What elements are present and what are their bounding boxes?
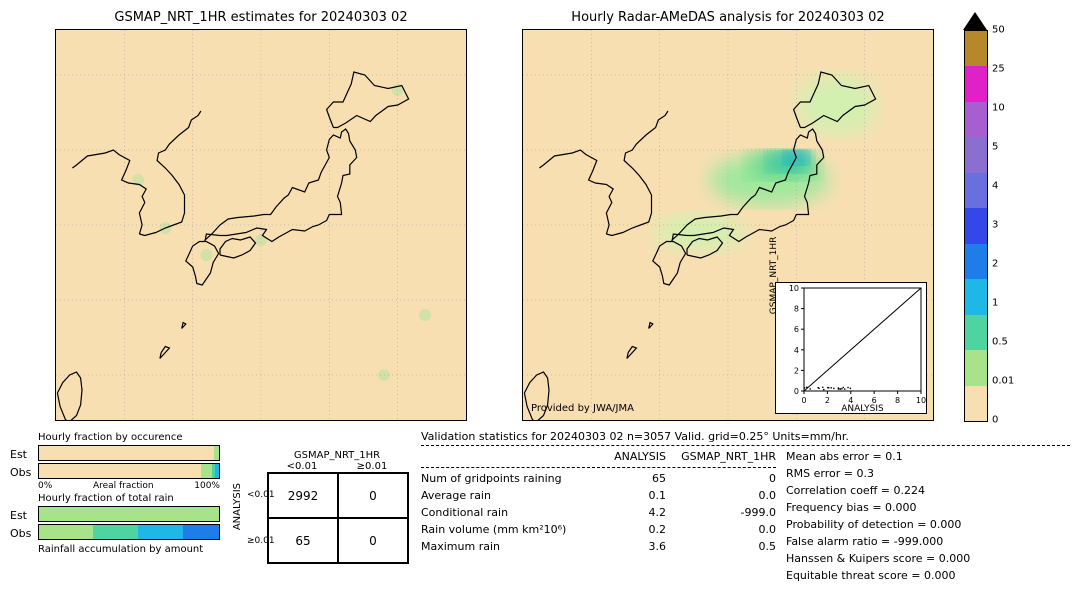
xtick: 130°E <box>177 420 207 421</box>
accum-title: Rainfall accumulation by amount <box>38 544 220 555</box>
metric-row: Frequency bias = 0.000 <box>786 499 970 516</box>
frac-xmin: 0% <box>38 481 52 491</box>
metric-row: Correlation coeff = 0.224 <box>786 482 970 499</box>
ytick: 40°N <box>55 145 56 156</box>
svg-text:10: 10 <box>916 396 926 405</box>
stats-row: Num of gridpoints raining650 <box>421 470 776 487</box>
colorbar-tick: 5 <box>992 142 998 153</box>
svg-text:0: 0 <box>801 396 806 405</box>
occurrence-title: Hourly fraction by occurence <box>38 432 220 443</box>
ct-cell-10: 65 <box>268 518 338 563</box>
ct-col-0: <0.01 <box>267 461 337 472</box>
ytick: 35°N <box>522 220 523 231</box>
metric-row: Equitable threat score = 0.000 <box>786 567 970 584</box>
ct-cell-01: 0 <box>338 473 408 518</box>
svg-text:6: 6 <box>794 325 799 334</box>
xtick: 145°E <box>382 420 412 421</box>
map-attribution: Provided by JWA/JMA <box>531 403 634 414</box>
ytick: 40°N <box>522 145 523 156</box>
totalrain-obs-bar <box>38 524 220 540</box>
colorbar-tick: 0.5 <box>992 337 1008 348</box>
colorbar-tick: 25 <box>992 64 1005 75</box>
xtick: 140°E <box>314 420 344 421</box>
occurrence-obs-bar <box>38 463 220 479</box>
left-map-panel: GSMAP_NRT_1HR estimates for 20240303 02 … <box>55 10 467 422</box>
left-map: 125°E 130°E 135°E 140°E 145°E 25°N 30°N 35°N 40°… <box>55 29 467 421</box>
frac-xmax: 100% <box>194 481 220 491</box>
ct-cell-00: 2992 <box>268 473 338 518</box>
ytick: 35°N <box>55 220 56 231</box>
ct-row-header: ANALYSIS <box>232 483 243 530</box>
colorbar-tick: 4 <box>992 181 998 192</box>
colorbar-panel: 502510543210.50.010 <box>964 10 1014 422</box>
svg-text:2: 2 <box>825 396 830 405</box>
ytick: 25°N <box>522 370 523 381</box>
right-map-panel: Hourly Radar-AMeDAS analysis for 2024030… <box>522 10 934 422</box>
xtick: 140°E <box>781 420 811 421</box>
stats-panel: Validation statistics for 20240303 02 n=… <box>421 430 1070 584</box>
metric-row: Mean abs error = 0.1 <box>786 448 970 465</box>
colorbar-tick: 0.01 <box>992 376 1014 387</box>
xtick: 130°E <box>644 420 674 421</box>
stats-row: Rain volume (mm km²10⁶)0.20.0 <box>421 521 776 538</box>
totalrain-title: Hourly fraction of total rain <box>38 493 220 504</box>
frac-xlabel: Areal fraction <box>93 481 154 491</box>
colorbar-over-triangle <box>963 12 987 30</box>
ytick: 30°N <box>522 295 523 306</box>
colorbar-tick: 3 <box>992 220 998 231</box>
metrics-panel: Mean abs error = 0.1RMS error = 0.3Corre… <box>786 448 970 584</box>
xtick: 135°E <box>713 420 743 421</box>
stats-row: Maximum rain3.60.5 <box>421 538 776 555</box>
stats-row: Average rain0.10.0 <box>421 487 776 504</box>
contingency-panel: ANALYSIS GSMAP_NRT_1HR <0.01 ≥0.01 <0.01… <box>232 430 409 584</box>
scatter-inset: 00224466881010ANALYSISGSMAP_NRT_1HR <box>775 282 927 414</box>
fraction-bars-panel: Hourly fraction by occurence Est Obs 0% … <box>10 430 220 584</box>
stats-title: Validation statistics for 20240303 02 n=… <box>421 430 1070 443</box>
colorbar-tick: 1 <box>992 298 998 309</box>
colorbar-tick: 50 <box>992 25 1005 36</box>
inset-ylabel: GSMAP_NRT_1HR <box>769 237 779 315</box>
colorbar-tick: 10 <box>992 103 1005 114</box>
svg-text:0: 0 <box>794 387 799 396</box>
metric-row: Hanssen & Kuipers score = 0.000 <box>786 550 970 567</box>
colorbar-tick: 2 <box>992 259 998 270</box>
est-label: Est <box>10 448 34 461</box>
metric-row: False alarm ratio = -999.000 <box>786 533 970 550</box>
stats-col2: GSMAP_NRT_1HR <box>666 450 776 463</box>
xtick: 145°E <box>849 420 879 421</box>
svg-text:2: 2 <box>794 366 799 375</box>
ct-col-header: GSMAP_NRT_1HR <box>267 450 407 461</box>
metric-row: Probability of detection = 0.000 <box>786 516 970 533</box>
obs-label: Obs <box>10 466 34 479</box>
ytick: 45°N <box>55 70 56 81</box>
stats-col1: ANALYSIS <box>596 450 666 463</box>
occurrence-est-bar <box>38 445 220 461</box>
xtick: 125°E <box>109 420 139 421</box>
svg-text:ANALYSIS: ANALYSIS <box>841 404 884 413</box>
left-map-title: GSMAP_NRT_1HR estimates for 20240303 02 <box>55 10 467 25</box>
xtick: 135°E <box>246 420 276 421</box>
metric-row: RMS error = 0.3 <box>786 465 970 482</box>
xtick: 125°E <box>576 420 606 421</box>
ct-col-1: ≥0.01 <box>337 461 407 472</box>
svg-text:8: 8 <box>794 305 799 314</box>
ct-row-0: <0.01 <box>247 490 267 500</box>
ytick: 25°N <box>55 370 56 381</box>
totalrain-est-bar <box>38 506 220 522</box>
ct-cell-11: 0 <box>338 518 408 563</box>
est-label-2: Est <box>10 509 34 522</box>
svg-text:10: 10 <box>789 284 799 293</box>
ct-row-1: ≥0.01 <box>247 536 267 546</box>
ytick: 45°N <box>522 70 523 81</box>
colorbar-tick: 0 <box>992 415 998 426</box>
colorbar <box>964 30 988 422</box>
contingency-table: 2992 0 65 0 <box>267 472 409 564</box>
ytick: 30°N <box>55 295 56 306</box>
svg-text:8: 8 <box>895 396 900 405</box>
right-map-title: Hourly Radar-AMeDAS analysis for 2024030… <box>522 10 934 25</box>
stats-row: Conditional rain4.2-999.0 <box>421 504 776 521</box>
right-map: 125°E 130°E 135°E 140°E 145°E 25°N 30°N 35°N 40°… <box>522 29 934 421</box>
obs-label-2: Obs <box>10 527 34 540</box>
svg-text:4: 4 <box>794 346 799 355</box>
